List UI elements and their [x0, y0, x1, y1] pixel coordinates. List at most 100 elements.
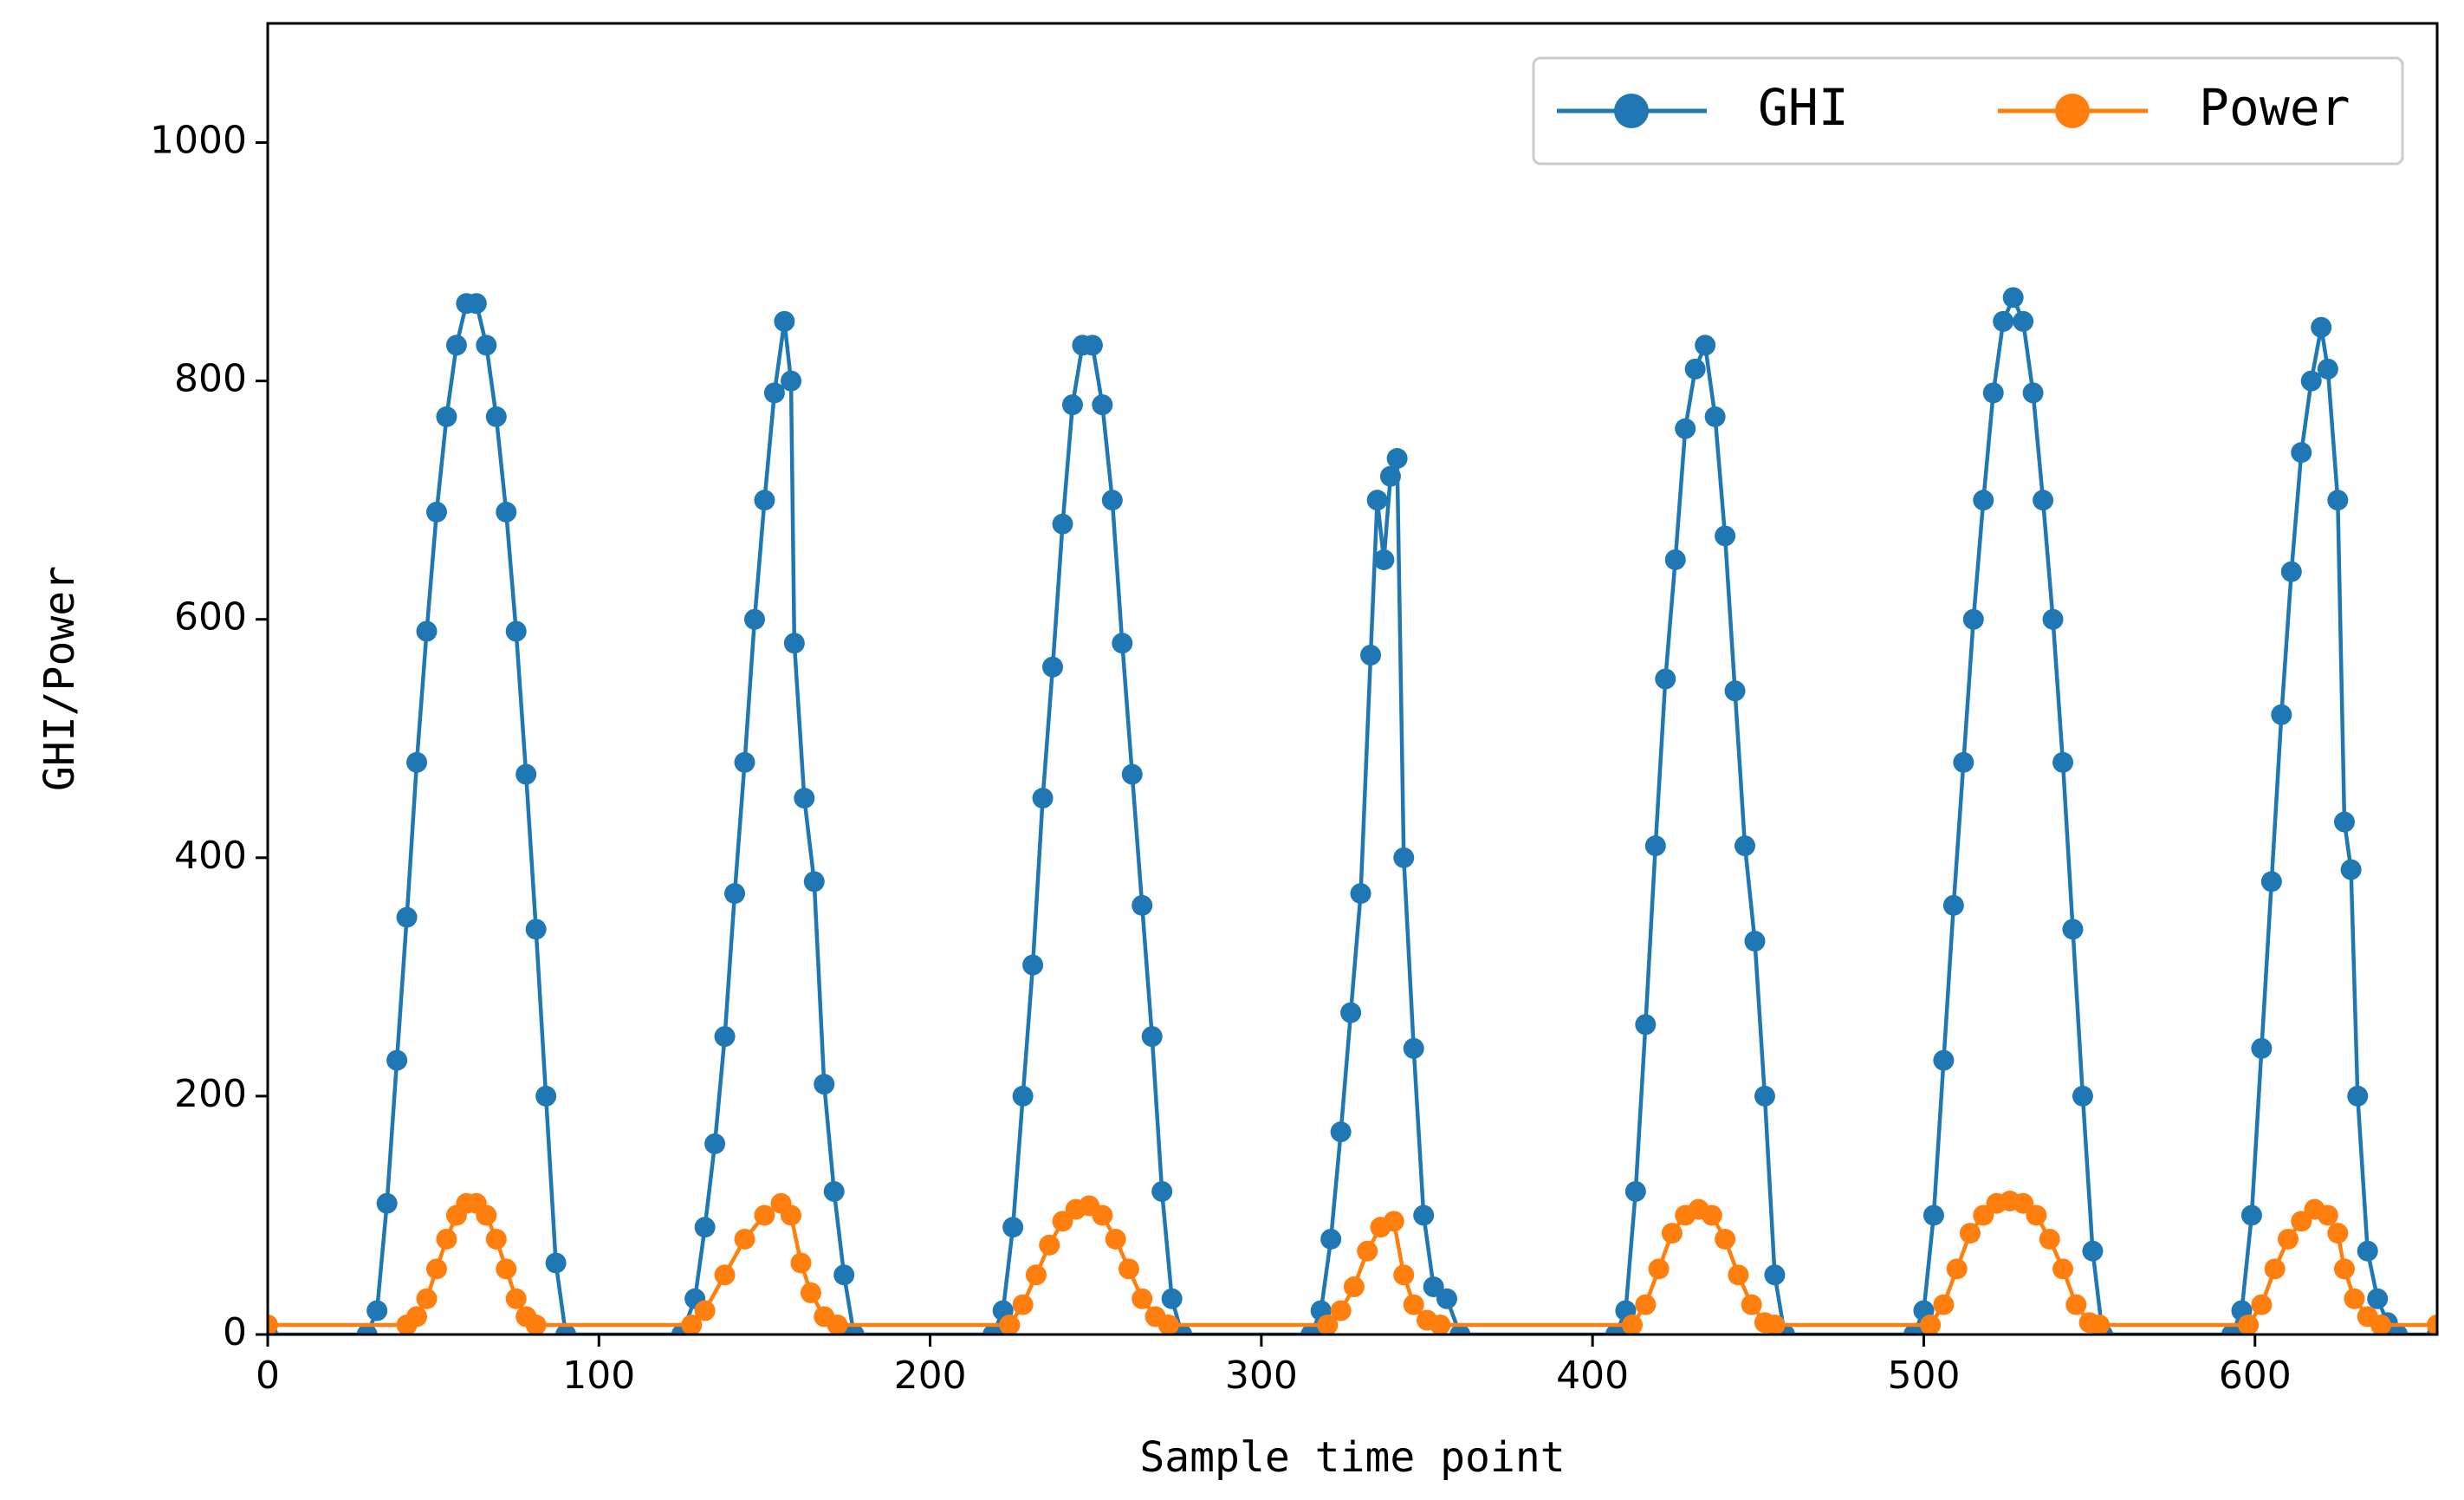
marker [754, 490, 775, 511]
marker [1101, 490, 1123, 511]
marker [1092, 1205, 1113, 1226]
plot-frame [266, 22, 2439, 1336]
marker [268, 1314, 278, 1334]
marker [1430, 1314, 1451, 1334]
marker [1704, 406, 1726, 427]
marker [1982, 382, 2004, 404]
marker [1151, 1180, 1173, 1202]
marker [2052, 751, 2074, 773]
marker [496, 501, 517, 523]
x-tick-label: 0 [256, 1354, 280, 1398]
marker [1105, 1228, 1126, 1250]
marker [1025, 1264, 1047, 1286]
marker [505, 1288, 527, 1309]
marker [1946, 1258, 1968, 1280]
marker [2052, 1258, 2074, 1280]
marker [485, 406, 507, 427]
marker [2327, 1223, 2349, 1244]
marker [366, 1300, 388, 1321]
marker [1118, 1258, 1139, 1280]
marker [2065, 1294, 2087, 1315]
marker [1675, 418, 1696, 439]
marker [2238, 1314, 2260, 1334]
marker [1373, 549, 1395, 570]
marker [763, 382, 785, 404]
marker [1366, 490, 1388, 511]
marker [2039, 1228, 2060, 1250]
marker [833, 1264, 855, 1286]
y-tick-label: 200 [174, 1072, 247, 1116]
marker [1644, 835, 1666, 857]
marker [1386, 448, 1408, 470]
marker [2370, 1314, 2392, 1334]
marker [1635, 1014, 1657, 1036]
x-tick-label: 500 [1887, 1354, 1960, 1398]
y-tick-label: 400 [174, 834, 247, 878]
x-tick-label: 300 [1225, 1354, 1298, 1398]
marker [1923, 1205, 1944, 1226]
legend-box [1532, 56, 2404, 166]
plot-area [268, 287, 2437, 1334]
marker [1350, 883, 1371, 905]
series-line [268, 292, 2437, 1334]
marker [1933, 1294, 1955, 1315]
marker [1741, 1294, 1762, 1315]
marker [1728, 1264, 1749, 1286]
marker [2251, 1037, 2273, 1059]
marker [1343, 1276, 1365, 1297]
legend-marker [1614, 94, 1649, 128]
marker [1317, 1314, 1339, 1334]
marker [416, 620, 438, 642]
marker [425, 1258, 447, 1280]
marker [1684, 358, 1706, 380]
marker [515, 763, 537, 785]
y-tick-label: 800 [174, 357, 247, 401]
legend-label: GHI [1758, 78, 1849, 137]
marker [1061, 394, 1083, 416]
marker [2427, 1314, 2437, 1334]
marker [2002, 287, 2024, 308]
marker [1092, 394, 1113, 416]
marker [1081, 334, 1103, 356]
marker [827, 1314, 848, 1334]
x-tick-label: 200 [894, 1354, 967, 1398]
marker [1754, 1085, 1775, 1107]
marker [694, 1300, 716, 1321]
marker [2291, 1211, 2312, 1232]
marker [2089, 1314, 2111, 1334]
marker [1423, 1276, 1444, 1297]
marker [2240, 1205, 2262, 1226]
marker [2300, 370, 2322, 392]
marker [1933, 1049, 1955, 1071]
marker [406, 1306, 428, 1328]
marker [1624, 1180, 1646, 1202]
marker [2042, 608, 2064, 630]
marker [1942, 894, 1964, 916]
marker [2277, 1228, 2299, 1250]
marker [1042, 656, 1064, 678]
marker [436, 406, 457, 427]
marker [2333, 811, 2355, 833]
marker [2347, 1085, 2369, 1107]
marker [1715, 525, 1736, 547]
marker [2026, 1205, 2047, 1226]
marker [1340, 1002, 1362, 1023]
marker [800, 1282, 821, 1303]
marker [1413, 1205, 1435, 1226]
marker [1012, 1085, 1034, 1107]
marker [406, 751, 428, 773]
marker [1032, 788, 1054, 809]
marker [2344, 1288, 2365, 1309]
series-line [268, 1198, 2437, 1328]
marker [781, 370, 802, 392]
y-tick-label: 1000 [150, 119, 247, 163]
marker [2033, 490, 2054, 511]
marker [803, 871, 825, 893]
marker [1953, 751, 1974, 773]
marker [1393, 847, 1415, 868]
x-tick-label: 100 [562, 1354, 635, 1398]
marker [476, 1205, 497, 1226]
marker [2280, 561, 2302, 582]
marker [1112, 633, 1133, 654]
